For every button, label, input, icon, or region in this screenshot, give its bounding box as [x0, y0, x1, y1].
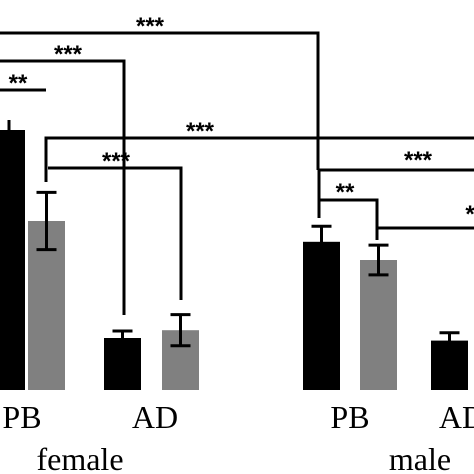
- significance-bracket: [317, 168, 474, 218]
- significance-label: ***: [136, 13, 165, 40]
- bar: [360, 260, 397, 390]
- bar: [104, 338, 141, 390]
- group-label: female: [36, 441, 123, 474]
- x-tick-label: AD: [132, 399, 178, 435]
- significance-label: ***: [54, 41, 83, 68]
- significance-bracket: [44, 136, 474, 182]
- significance-label: ***: [404, 147, 433, 174]
- bar: [0, 130, 25, 390]
- x-tick-label: AD: [439, 399, 474, 435]
- significance-bracket: [319, 198, 379, 228]
- bar: [303, 241, 340, 390]
- group-label: male: [389, 441, 451, 474]
- significance-label: **: [336, 179, 355, 206]
- x-tick-label: PB: [330, 399, 369, 435]
- significance-bracket: [0, 59, 126, 315]
- significance-bracket: [48, 166, 183, 300]
- error-bars: [36, 190, 460, 350]
- significance-label: *: [465, 201, 474, 228]
- significance-label: ***: [186, 118, 215, 145]
- significance-label: ***: [102, 148, 131, 175]
- x-tick-label: PB: [2, 399, 41, 435]
- significance-bracket: [0, 31, 320, 170]
- tick-labels: PB AD PB AD female male: [2, 399, 474, 474]
- significance-label: **: [9, 70, 28, 97]
- significance-brackets: ************** ******: [0, 13, 474, 315]
- significance-bracket: [375, 226, 474, 240]
